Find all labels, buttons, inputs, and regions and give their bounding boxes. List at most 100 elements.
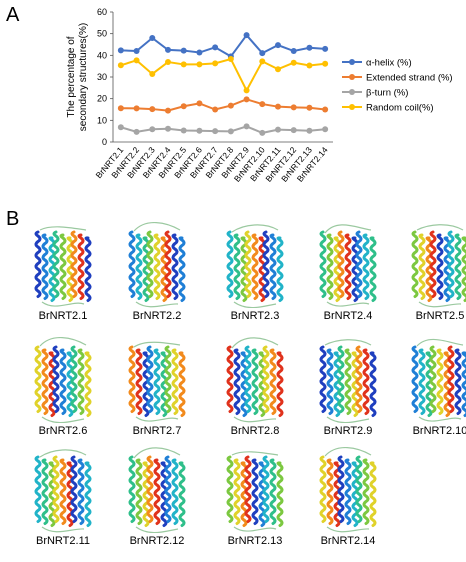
helix-ribbon xyxy=(52,455,60,523)
data-point xyxy=(243,96,250,103)
helix-ribbon xyxy=(240,351,248,417)
helix-ribbon xyxy=(171,458,179,525)
data-point xyxy=(275,126,281,133)
data-point xyxy=(180,103,187,110)
helix-ribbon xyxy=(171,233,179,300)
helix-ribbon xyxy=(240,236,248,302)
data-point xyxy=(117,47,124,54)
data-point xyxy=(227,102,234,109)
helix-ribbon xyxy=(344,458,352,525)
protein-name-label: BrNRT2.7 xyxy=(132,425,182,437)
protein-ribbon-image xyxy=(128,447,186,533)
data-point xyxy=(196,100,203,107)
helix-ribbon xyxy=(411,345,419,413)
data-point xyxy=(196,61,203,68)
y-tick-label: 10 xyxy=(97,115,107,125)
protein-name-label: BrNRT2.12 xyxy=(129,535,185,547)
helix-ribbon xyxy=(164,455,172,523)
helix-ribbon xyxy=(362,458,370,525)
data-point xyxy=(290,127,297,134)
helix-ribbon xyxy=(135,348,143,415)
helix-ribbon xyxy=(233,233,241,300)
protein-structure: BrNRT2.10 xyxy=(395,337,466,452)
helix-ribbon xyxy=(52,230,60,298)
data-point xyxy=(290,104,297,111)
data-point xyxy=(322,106,329,113)
protein-structure: BrNRT2.13 xyxy=(210,447,300,562)
helix-ribbon xyxy=(443,236,451,302)
helix-ribbon xyxy=(146,230,154,298)
data-point xyxy=(259,58,266,65)
helix-ribbon xyxy=(454,348,462,415)
helix-ribbon xyxy=(333,461,341,527)
helix-ribbon xyxy=(269,233,277,300)
helix-ribbon xyxy=(146,345,154,413)
secondary-structure-line-chart: 0102030405060BrNRT2.1BrNRT2.2BrNRT2.3BrN… xyxy=(66,7,453,184)
data-point xyxy=(306,127,313,134)
helix-ribbon xyxy=(59,348,67,415)
data-point xyxy=(227,56,234,63)
helix-ribbon xyxy=(262,455,270,523)
helix-ribbon xyxy=(258,236,266,302)
helix-ribbon xyxy=(262,345,270,413)
helix-ribbon xyxy=(66,351,74,417)
helix-ribbon xyxy=(355,455,363,523)
loop-strand xyxy=(39,226,87,307)
helix-ribbon xyxy=(425,351,433,417)
protein-name-label: BrNRT2.10 xyxy=(412,425,466,437)
protein-name-label: BrNRT2.13 xyxy=(227,535,283,547)
helix-ribbon xyxy=(128,455,136,523)
data-point xyxy=(212,60,219,67)
protein-name-label: BrNRT2.2 xyxy=(132,310,182,322)
helix-ribbon xyxy=(447,345,455,413)
data-point xyxy=(180,127,187,134)
helix-ribbon xyxy=(351,351,359,417)
protein-structure: BrNRT2.2 xyxy=(112,222,202,337)
protein-name-label: BrNRT2.5 xyxy=(415,310,465,322)
data-point xyxy=(165,107,171,114)
legend-label: Random coil(%) xyxy=(366,103,434,114)
data-point xyxy=(322,60,329,67)
helix-ribbon xyxy=(258,351,266,417)
helix-ribbon xyxy=(418,233,426,300)
helix-ribbon xyxy=(178,351,186,417)
data-point xyxy=(196,49,203,56)
helix-ribbon xyxy=(461,236,466,302)
helix-ribbon xyxy=(454,233,462,300)
y-tick-label: 20 xyxy=(97,94,107,104)
protein-ribbon-image xyxy=(34,449,92,533)
helix-ribbon xyxy=(48,236,56,302)
helix-ribbon xyxy=(244,455,252,523)
helix-ribbon xyxy=(164,230,172,298)
helix-ribbon xyxy=(84,236,92,302)
protein-ribbon-image xyxy=(128,222,186,308)
protein-structure: BrNRT2.7 xyxy=(112,337,202,452)
loop-strand xyxy=(231,451,279,532)
data-point xyxy=(149,70,156,77)
protein-ribbon-image xyxy=(34,337,92,423)
helix-ribbon xyxy=(344,348,352,415)
helix-ribbon xyxy=(333,351,341,417)
data-point xyxy=(165,59,171,66)
loop-strand xyxy=(39,449,87,533)
helix-ribbon xyxy=(128,345,136,413)
helix-ribbon xyxy=(41,233,49,300)
data-point xyxy=(117,105,124,112)
helix-ribbon xyxy=(34,455,42,523)
data-point xyxy=(180,47,187,54)
protein-structure: BrNRT2.6 xyxy=(18,337,108,452)
protein-structure: BrNRT2.1 xyxy=(18,222,108,337)
data-point xyxy=(275,103,281,110)
y-tick-label: 40 xyxy=(97,50,107,60)
loop-strand xyxy=(231,337,279,423)
y-tick-label: 60 xyxy=(97,7,107,17)
helix-ribbon xyxy=(326,233,334,300)
helix-ribbon xyxy=(326,348,334,415)
helix-ribbon xyxy=(362,348,370,415)
helix-ribbon xyxy=(153,233,161,300)
protein-ribbon-image xyxy=(226,224,284,308)
data-point xyxy=(275,42,281,49)
legend-marker xyxy=(349,89,355,95)
protein-name-label: BrNRT2.1 xyxy=(38,310,88,322)
helix-ribbon xyxy=(344,233,352,300)
